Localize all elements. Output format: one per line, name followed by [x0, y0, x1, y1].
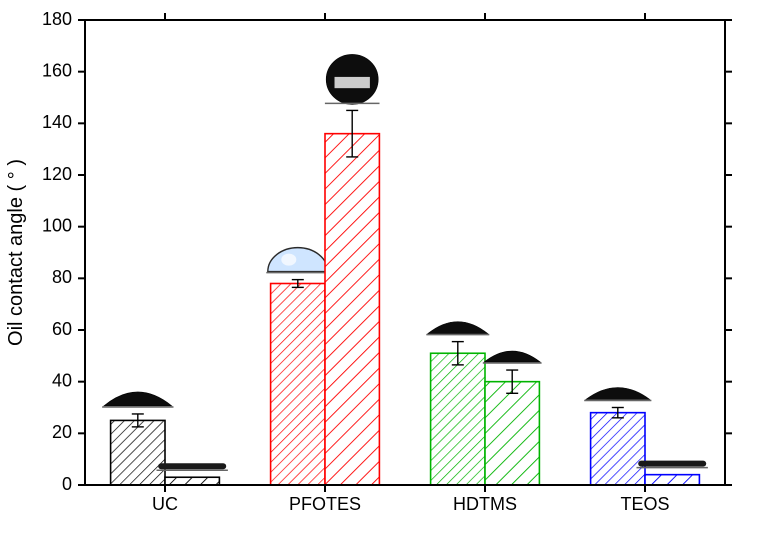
bar: [165, 477, 219, 485]
bar: [111, 420, 165, 485]
bar: [271, 284, 325, 486]
bar: [431, 353, 485, 485]
svg-text:TEOS: TEOS: [620, 494, 669, 514]
bar: [591, 413, 645, 485]
svg-text:140: 140: [42, 112, 72, 132]
svg-text:UC: UC: [152, 494, 178, 514]
svg-text:160: 160: [42, 60, 72, 80]
svg-text:20: 20: [52, 422, 72, 442]
svg-text:PFOTES: PFOTES: [289, 494, 361, 514]
svg-text:120: 120: [42, 164, 72, 184]
oil-contact-angle-chart: 0 20 40 60 80 100 120 140 160 180 Oil contact angl…: [0, 0, 760, 539]
bar: [485, 382, 539, 485]
svg-text:100: 100: [42, 215, 72, 235]
svg-text:180: 180: [42, 9, 72, 29]
svg-text:60: 60: [52, 319, 72, 339]
bar: [325, 134, 379, 485]
svg-text:Oil contact angle ( ° ): Oil contact angle ( ° ): [5, 159, 27, 346]
svg-text:80: 80: [52, 267, 72, 287]
svg-text:40: 40: [52, 370, 72, 390]
svg-text:HDTMS: HDTMS: [453, 494, 517, 514]
svg-text:0: 0: [62, 474, 72, 494]
bar: [645, 475, 699, 485]
